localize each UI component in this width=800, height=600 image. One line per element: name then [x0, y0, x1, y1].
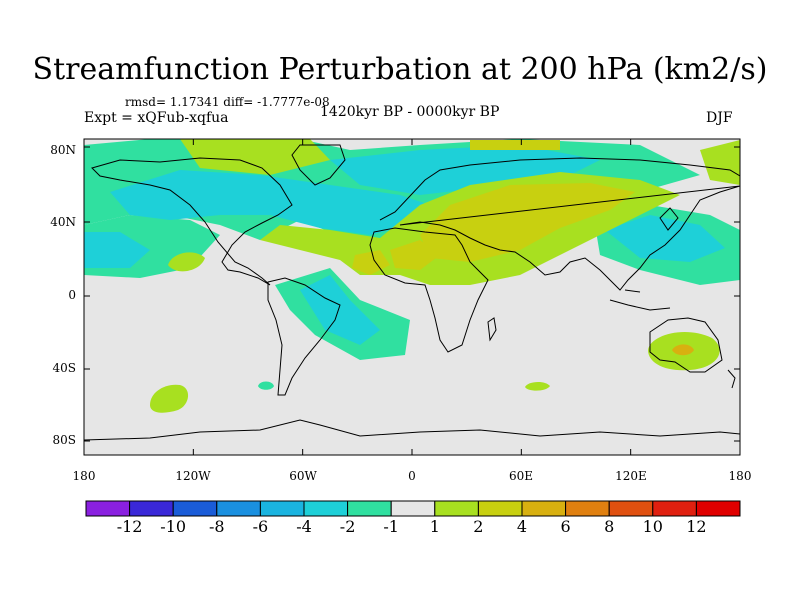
coast-eurasia: [379, 157, 740, 291]
season-label: DJF: [706, 110, 733, 126]
colorbar-swatch: [390, 500, 436, 517]
coast-antarctica: [84, 419, 740, 441]
colorbar-label: 4: [516, 517, 528, 536]
contour-core-arabia: [390, 240, 440, 270]
lon-label-120e: 120E: [615, 469, 647, 483]
lon-label-180e: 180: [728, 469, 752, 483]
coast-africa: [369, 227, 489, 353]
lat-label-40s: 40S: [52, 361, 77, 375]
colorbar-swatch: [695, 500, 741, 517]
contour-core-siberia: [470, 140, 560, 150]
contour-positive-south-pacific: [150, 384, 189, 413]
contour-core-eurasia: [420, 183, 635, 262]
experiment-label: Expt = xQFub-xqfua: [84, 110, 229, 126]
colorbar-swatch: [172, 500, 218, 517]
coast-new-zealand: [727, 369, 736, 389]
colorbar-label: -1: [383, 517, 399, 536]
contour-core-east-asia: [605, 215, 725, 262]
colorbar-swatch: [608, 500, 654, 517]
coast-australia: [649, 317, 723, 373]
colorbar-swatch: [259, 500, 305, 517]
colorbar-label: 2: [473, 517, 484, 536]
colorbar-swatch: [303, 500, 349, 517]
colorbar-label: -4: [296, 517, 312, 536]
coast-japan: [659, 207, 679, 231]
colorbar-swatch: [521, 500, 567, 517]
lat-label-eq: 0: [68, 288, 76, 302]
contour-core-pacific: [84, 232, 150, 268]
contour-core-north-america: [110, 170, 430, 235]
colorbar-label: 12: [686, 517, 707, 536]
coast-madagascar: [487, 317, 497, 342]
stats-text: rmsd= 1.17341 diff= -1.7777e-08: [125, 95, 330, 109]
colorbar-swatch: [434, 500, 479, 517]
colorbar-swatch: [565, 500, 610, 517]
colorbar-label: -8: [209, 517, 225, 536]
contour-core-australia: [672, 344, 694, 356]
colorbar-swatch: [85, 500, 131, 517]
contour-field: [84, 139, 740, 413]
colorbar-label: -10: [160, 517, 187, 536]
colorbar-label: 6: [560, 517, 571, 536]
contour-positive-indian-small: [525, 381, 550, 391]
figure-title: Streamfunction Perturbation at 200 hPa (…: [32, 52, 768, 87]
lon-label-0: 0: [408, 469, 416, 483]
lon-label-60e: 60E: [508, 469, 534, 483]
coast-south-america: [267, 277, 341, 396]
contour-negative-small-atlantic: [258, 381, 274, 390]
lat-label-40n: 40N: [50, 215, 76, 229]
axis-ticks: [83, 139, 741, 455]
coast-north-america: [91, 157, 293, 286]
colorbar-label: 8: [604, 517, 615, 536]
colorbar-swatch: [477, 500, 523, 517]
lon-label-180w: 180: [72, 469, 96, 483]
lat-label-80s: 80S: [52, 433, 77, 447]
lon-label-60w: 60W: [289, 469, 317, 483]
colorbar-label: -2: [339, 517, 356, 536]
contour-positive-far-east: [700, 140, 740, 185]
colorbar-label: 1: [429, 517, 440, 536]
coast-indonesia: [609, 289, 671, 311]
colorbar-label: -12: [116, 517, 143, 536]
period-label: 1420kyr BP - 0000kyr BP: [320, 104, 500, 120]
contour-positive-pacific-small: [168, 252, 205, 272]
colorbar-label: -6: [252, 517, 269, 536]
colorbar-swatch: [129, 500, 174, 517]
contour-core-south-america: [300, 275, 380, 345]
coastlines: [84, 144, 740, 441]
colorbar-label: 10: [642, 517, 663, 536]
contour-positive-arctic: [180, 139, 330, 175]
colorbar: [85, 500, 741, 517]
colorbar-swatch: [652, 500, 697, 517]
coast-greenland: [291, 144, 346, 186]
lat-label-80n: 80N: [50, 143, 76, 157]
colorbar-swatch: [347, 500, 392, 517]
colorbar-swatch: [216, 500, 261, 517]
lon-label-120w: 120W: [175, 469, 211, 483]
